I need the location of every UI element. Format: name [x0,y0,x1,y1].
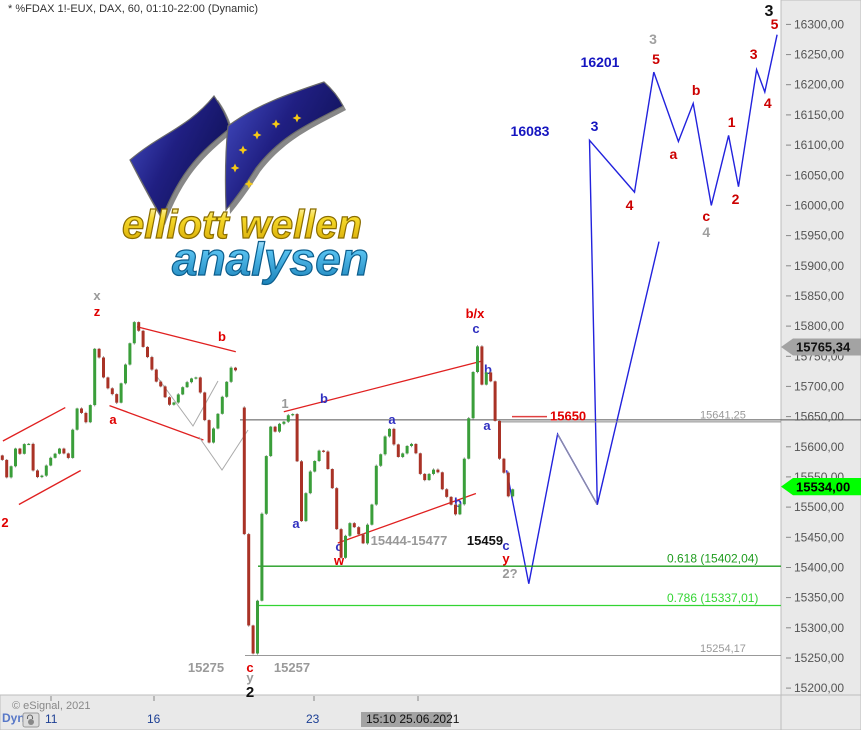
svg-text:16083: 16083 [511,123,550,139]
svg-text:15250,00: 15250,00 [794,651,844,665]
svg-text:15700,00: 15700,00 [794,379,844,393]
svg-text:3: 3 [750,46,758,62]
svg-text:15400,00: 15400,00 [794,561,844,575]
svg-text:* %FDAX 1!-EUX, DAX, 60, 01:10: * %FDAX 1!-EUX, DAX, 60, 01:10-22:00 (Dy… [8,3,258,15]
svg-text:x: x [93,288,101,303]
svg-text:15350,00: 15350,00 [794,591,844,605]
svg-text:3: 3 [591,118,599,134]
svg-text:b: b [692,82,701,98]
svg-text:y: y [246,670,254,685]
svg-text:15650: 15650 [550,409,586,424]
svg-text:0.618 (15402,04): 0.618 (15402,04) [667,552,758,566]
svg-text:15534,00: 15534,00 [796,480,850,495]
svg-text:15275: 15275 [188,660,224,675]
svg-text:2?: 2? [502,566,517,581]
svg-text:2: 2 [1,515,8,530]
svg-text:0.786 (15337,01): 0.786 (15337,01) [667,591,758,605]
svg-text:15600,00: 15600,00 [794,440,844,454]
svg-text:23: 23 [306,712,320,726]
svg-text:1: 1 [728,114,736,130]
svg-text:4: 4 [702,224,710,240]
svg-text:5: 5 [652,51,660,67]
svg-text:4: 4 [764,95,772,111]
svg-text:1: 1 [281,396,288,411]
svg-text:y: y [502,551,510,566]
svg-text:16200,00: 16200,00 [794,78,844,92]
svg-text:c: c [702,208,710,224]
svg-text:15:10 25.06.2021: 15:10 25.06.2021 [366,712,460,726]
svg-text:16250,00: 16250,00 [794,48,844,62]
svg-text:15444-15477: 15444-15477 [371,533,448,548]
svg-text:15254,17: 15254,17 [700,643,746,655]
svg-text:15641,25: 15641,25 [700,410,746,422]
svg-text:15450,00: 15450,00 [794,530,844,544]
svg-text:15257: 15257 [274,660,310,675]
svg-text:4: 4 [626,197,634,213]
svg-text:15500,00: 15500,00 [794,500,844,514]
svg-text:16201: 16201 [581,54,620,70]
svg-text:b: b [320,391,328,406]
svg-text:11: 11 [45,712,58,726]
svg-text:2: 2 [732,191,740,207]
svg-text:15950,00: 15950,00 [794,229,844,243]
svg-text:a: a [670,146,678,162]
svg-text:analysen: analysen [172,233,369,285]
svg-text:16150,00: 16150,00 [794,108,844,122]
svg-text:15850,00: 15850,00 [794,289,844,303]
svg-text:a: a [292,516,300,531]
svg-text:Dyn: Dyn [2,711,25,725]
svg-text:16000,00: 16000,00 [794,198,844,212]
svg-text:15900,00: 15900,00 [794,259,844,273]
svg-text:c: c [472,321,479,336]
svg-text:3: 3 [765,3,774,20]
svg-text:16: 16 [147,712,161,726]
svg-text:15200,00: 15200,00 [794,681,844,695]
svg-text:z: z [94,304,101,319]
svg-text:16050,00: 16050,00 [794,168,844,182]
svg-text:b/x: b/x [466,306,486,321]
svg-text:a: a [388,412,396,427]
svg-text:b: b [218,329,226,344]
svg-text:a: a [483,418,491,433]
svg-text:15800,00: 15800,00 [794,319,844,333]
svg-text:3: 3 [649,31,657,47]
svg-text:15765,34: 15765,34 [796,340,851,355]
svg-text:15459: 15459 [467,533,503,548]
svg-text:16300,00: 16300,00 [794,17,844,31]
svg-text:a: a [109,412,117,427]
svg-text:2: 2 [246,684,254,701]
svg-text:16100,00: 16100,00 [794,138,844,152]
svg-text:15300,00: 15300,00 [794,621,844,635]
svg-text:15650,00: 15650,00 [794,410,844,424]
